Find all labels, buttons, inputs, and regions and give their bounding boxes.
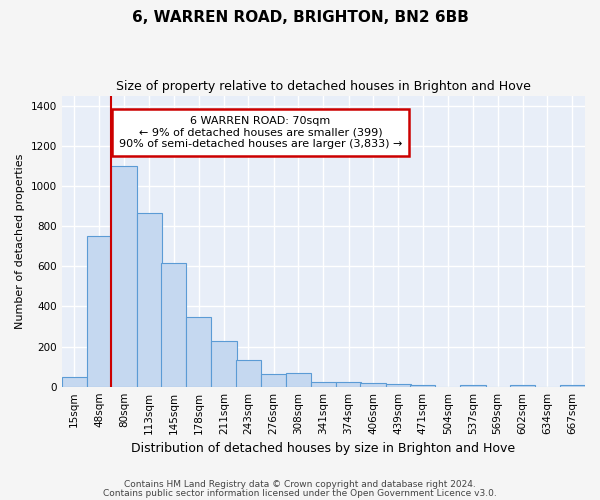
Bar [361, 382, 386, 386]
Bar [286, 372, 311, 386]
Title: Size of property relative to detached houses in Brighton and Hove: Size of property relative to detached ho… [116, 80, 531, 93]
Bar [211, 340, 236, 386]
Text: Contains HM Land Registry data © Crown copyright and database right 2024.: Contains HM Land Registry data © Crown c… [124, 480, 476, 489]
Bar [261, 374, 286, 386]
Bar [410, 384, 435, 386]
Bar [137, 213, 162, 386]
Bar [336, 382, 361, 386]
Bar [62, 376, 87, 386]
Bar [560, 384, 585, 386]
Bar [311, 382, 336, 386]
Bar [510, 384, 535, 386]
Y-axis label: Number of detached properties: Number of detached properties [15, 154, 25, 329]
X-axis label: Distribution of detached houses by size in Brighton and Hove: Distribution of detached houses by size … [131, 442, 515, 455]
Bar [460, 384, 485, 386]
Text: 6, WARREN ROAD, BRIGHTON, BN2 6BB: 6, WARREN ROAD, BRIGHTON, BN2 6BB [131, 10, 469, 25]
Bar [87, 236, 112, 386]
Text: 6 WARREN ROAD: 70sqm
← 9% of detached houses are smaller (399)
90% of semi-detac: 6 WARREN ROAD: 70sqm ← 9% of detached ho… [119, 116, 402, 149]
Bar [186, 318, 211, 386]
Bar [161, 263, 186, 386]
Bar [236, 360, 261, 386]
Bar [112, 166, 137, 386]
Text: Contains public sector information licensed under the Open Government Licence v3: Contains public sector information licen… [103, 488, 497, 498]
Bar [386, 384, 411, 386]
